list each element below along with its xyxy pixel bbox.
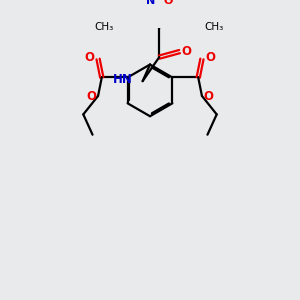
Text: CH₃: CH₃ bbox=[205, 22, 224, 32]
Text: N: N bbox=[146, 0, 155, 6]
Text: O: O bbox=[203, 90, 213, 103]
Text: O: O bbox=[163, 0, 172, 6]
Text: O: O bbox=[181, 45, 191, 58]
Text: HN: HN bbox=[112, 73, 133, 86]
Text: CH₃: CH₃ bbox=[94, 22, 114, 32]
Text: O: O bbox=[205, 51, 215, 64]
Text: O: O bbox=[87, 90, 97, 103]
Text: O: O bbox=[85, 51, 95, 64]
